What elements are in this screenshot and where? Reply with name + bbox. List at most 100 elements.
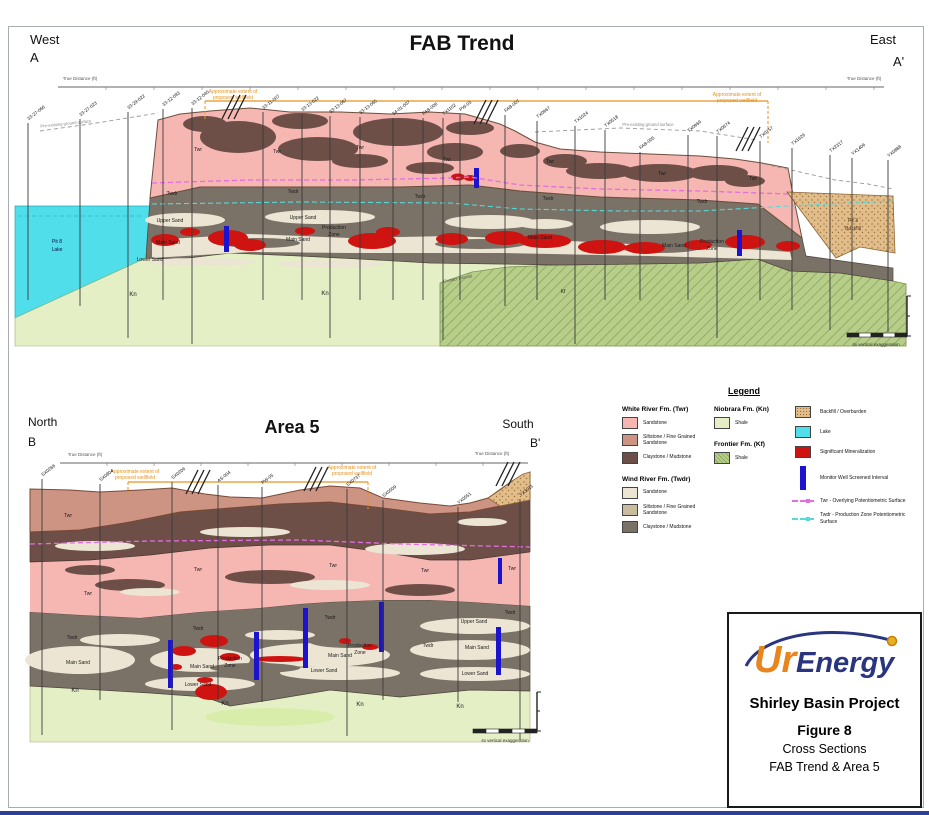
legend-group: Frontier Fm. (Kf) Shale: [714, 441, 792, 464]
legend-symbol: Twr - Overlying Potentiometric Surface: [792, 498, 924, 504]
figure-number: Figure 8: [797, 722, 852, 738]
unit-label: Production: [348, 643, 372, 649]
area5-distance-axis: [60, 462, 528, 466]
fab-twdr-potentiometric-line: [151, 200, 894, 212]
area5-compass-south-letter: B': [530, 436, 540, 450]
fab-compass-west-letter: A: [30, 50, 39, 65]
legend-symbol-swatch: [792, 406, 814, 418]
legend-column-symbols: Backfill / Overburden Lake Significant Min…: [792, 406, 924, 545]
fab-compass-east-letter: A': [893, 54, 904, 69]
unit-label: Main Sand: [662, 243, 686, 249]
unit-label: Twdr: [67, 635, 78, 641]
deviated-well-mark: [315, 466, 329, 492]
fab-compass-east: East: [870, 32, 896, 47]
legend-symbol-graphic: [795, 406, 811, 418]
unit-label: Twdr: [167, 191, 178, 197]
unit-label: Twr: [273, 149, 281, 155]
legend-swatch: [622, 417, 638, 429]
area5-twr-potentiometric-line: [29, 539, 531, 548]
unit-label: Twdr: [423, 643, 434, 649]
fab-backfill-label-2: Backfill: [845, 226, 861, 232]
area5-mineralization: [170, 635, 378, 700]
figure-caption-line1: Cross Sections: [782, 742, 867, 756]
unit-label: Twr: [443, 157, 451, 163]
fab-compass-west: West: [30, 32, 60, 47]
legend-symbol-label: Twr - Overlying Potentiometric Surface: [820, 498, 906, 504]
deviated-well-mark: [473, 99, 487, 125]
legend-item: Sandstone: [622, 486, 714, 499]
area5-extent-note-right-2: proposed wellfield: [332, 471, 372, 477]
unit-label: Twdr: [697, 199, 708, 205]
fab-deviated-wells: [221, 94, 761, 152]
figure-frame: [8, 26, 924, 808]
fab-premine-note-mid: Pre-existing ground surface: [622, 122, 674, 127]
legend-symbol-label: Monitor Well Screened Interval: [820, 474, 889, 481]
unit-label: Twdr: [325, 615, 336, 621]
fab-sand-lenses: [145, 210, 700, 268]
deviated-well-mark: [741, 126, 755, 152]
unit-label: Twdr: [288, 189, 299, 195]
deviated-well-mark: [507, 461, 521, 487]
unit-label: Twr: [749, 176, 757, 182]
unit-label: Kn: [356, 702, 363, 708]
area5-unit-labels: Twr Twr Twr Twr Twr Twr Twdr Twdr Twdr Twdr Twdr Up…: [64, 513, 516, 710]
legend-item: Claystone / Mudstone: [622, 521, 714, 533]
legend-group: White River Fm. (Twr) Sandstone Siltstone …: [622, 406, 714, 464]
fab-scale-bar: 4x vertical exaggeration: [846, 295, 911, 347]
deviated-well-mark: [191, 469, 205, 495]
unit-label: Kn: [129, 292, 136, 298]
unit-label: Twr: [194, 567, 202, 573]
legend-column-formations-1: White River Fm. (Twr) Sandstone Siltstone …: [622, 406, 714, 545]
figure-caption-line2: FAB Trend & Area 5: [769, 760, 880, 774]
legend-symbol-swatch: [792, 466, 814, 490]
unit-label: Kn: [71, 688, 78, 694]
legend-symbol-graphic: [795, 426, 811, 438]
legend-group-heading: Wind River Fm. (Twdr): [622, 475, 691, 483]
fab-unit-labels: Twr Twr Twr Twr Twr Twr Twr Twdr Twdr Twdr Twdr Twd…: [129, 145, 757, 298]
area5-extent-note-left-1: Approximate extent of: [111, 469, 160, 475]
legend-symbol-label: Lake: [820, 428, 831, 435]
legend-symbol-graphic: [795, 446, 811, 458]
unit-label: Main Sand: [156, 240, 180, 246]
legend-item: Sandstone: [622, 417, 714, 429]
legend-swatch: [622, 503, 638, 516]
legend-swatch: [714, 417, 730, 429]
legend-item-label: Sandstone: [643, 419, 667, 426]
fab-claystone-blobs: [183, 113, 765, 187]
unit-label: Upper Sand: [290, 215, 317, 221]
unit-label: Production: [700, 239, 724, 245]
legend-swatch: [622, 434, 638, 447]
unit-label: Lower Sand: [311, 668, 338, 674]
legend-symbol-graphic: [792, 499, 814, 504]
legend-symbol: Significant Mineralization: [792, 446, 924, 458]
unit-label: Lower Sand: [137, 257, 164, 263]
area5-scale-bar: 4x vertical exaggeration: [472, 691, 541, 743]
unit-label: Kn: [221, 701, 228, 707]
fab-wellfield-extent: [204, 100, 769, 143]
legend-item: Shale: [714, 417, 792, 429]
legend-item-label: Claystone / Mudstone: [643, 454, 692, 461]
area5-axis-title-right: True Distance (ft): [475, 451, 510, 456]
legend-column-formations-2: Niobrara Fm. (Kn) Shale Frontier Fm. (Kf) S…: [714, 406, 792, 545]
fab-lake-label-1: Pit 8: [52, 239, 62, 245]
legend-item: Siltstone / Fine Grained Sandstone: [622, 504, 714, 517]
fab-axis-title-right: True Distance (ft): [847, 76, 882, 81]
unit-label: Zone: [328, 232, 340, 238]
legend-symbol-label: Backfill / Overburden: [820, 408, 867, 415]
deviated-well-mark: [485, 99, 499, 125]
area5-compass-south: South: [502, 417, 533, 431]
area5-scale-note: 4x vertical exaggeration: [481, 738, 529, 743]
fab-axis-title-left: True Distance (ft): [63, 76, 98, 81]
legend-symbol-swatch: [792, 426, 814, 438]
legend-swatch: [622, 451, 638, 464]
unit-label: Main Sand: [528, 235, 552, 241]
legend-group-heading: Frontier Fm. (Kf): [714, 441, 765, 448]
deviated-well-mark: [735, 126, 749, 152]
area5-deviated-wells: [185, 461, 521, 495]
legend-symbol-label: Twdr - Production Zone Potentiometric Su…: [820, 512, 906, 525]
unit-label: Twdr: [505, 610, 516, 616]
ur-energy-logo: Ur Energy: [729, 626, 920, 689]
legend-symbol-graphic: [800, 466, 806, 490]
deviated-well-mark: [185, 469, 199, 495]
